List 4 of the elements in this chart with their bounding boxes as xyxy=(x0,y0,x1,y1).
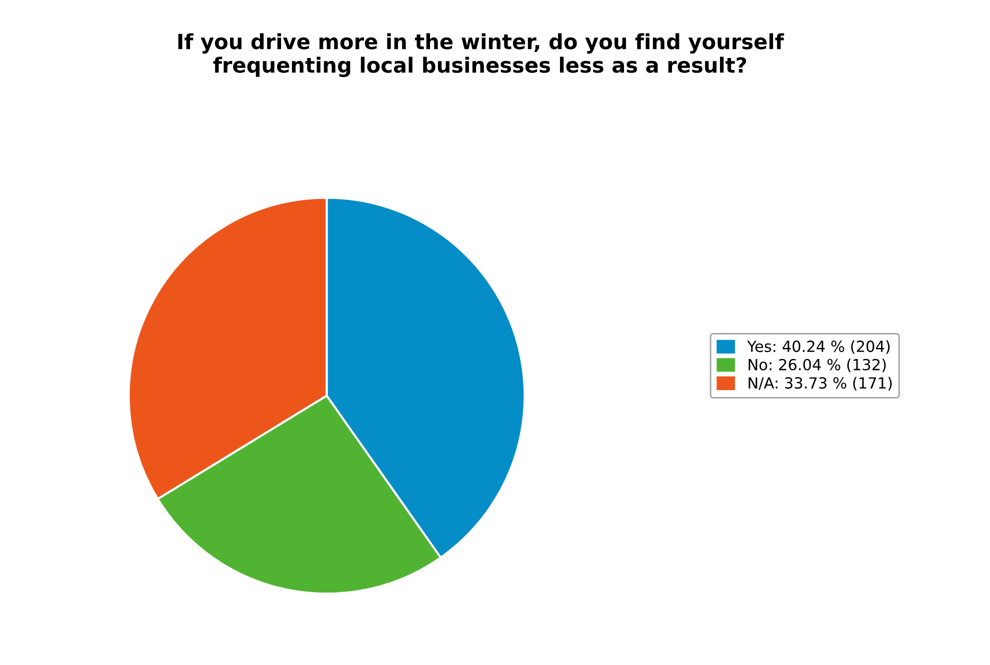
legend-label: N/A: 33.73 % (171) xyxy=(748,376,892,391)
legend-label: No: 26.04 % (132) xyxy=(748,358,886,372)
legend-label: Yes: 40.24 % (204) xyxy=(747,340,890,354)
chart-title: If you drive more in the winter, do you find yourself frequenting local businesses less as a result? xyxy=(178,33,784,78)
